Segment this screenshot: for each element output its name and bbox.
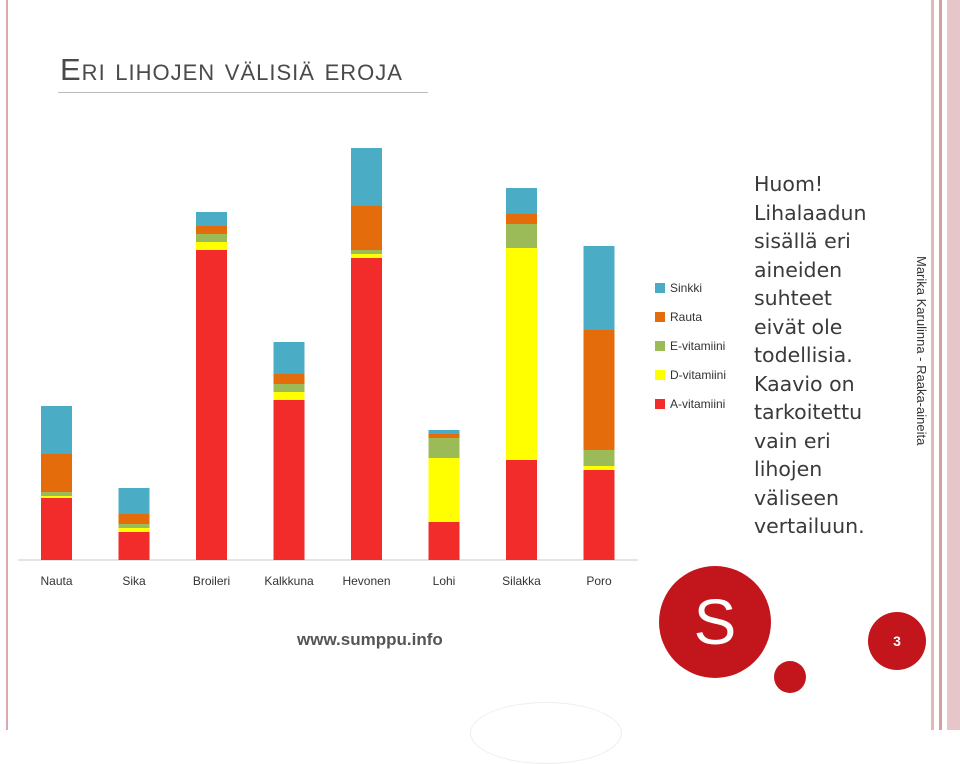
bar-segment-kalkkuna-d-vitamiini bbox=[273, 392, 305, 400]
note-line: väliseen bbox=[754, 485, 839, 510]
bar-segment-nauta-a-vitamiini bbox=[41, 498, 72, 560]
legend-label: E-vitamiini bbox=[670, 339, 725, 353]
legend-label: Rauta bbox=[670, 310, 702, 324]
logo-dot bbox=[774, 661, 806, 693]
x-tick-label: Poro bbox=[586, 574, 612, 588]
bar-segment-hevonen-d-vitamiini bbox=[351, 254, 382, 258]
note-line: Kaavio on bbox=[754, 371, 855, 396]
legend-label: Sinkki bbox=[670, 281, 702, 295]
bar-segment-broileri-d-vitamiini bbox=[196, 242, 227, 250]
bar-segment-hevonen-a-vitamiini bbox=[351, 258, 382, 560]
x-tick-label: Silakka bbox=[502, 574, 541, 588]
bar-segment-poro-e-vitamiini bbox=[583, 450, 615, 466]
bar-segment-silakka-sinkki bbox=[506, 188, 537, 214]
chart-legend: Sinkki Rauta E-vitamiini D-vitamiini A-vitam… bbox=[655, 281, 726, 411]
bar-segment-nauta-e-vitamiini bbox=[41, 492, 72, 496]
right-border-band bbox=[947, 0, 960, 730]
bar-segment-broileri-e-vitamiini bbox=[196, 234, 227, 242]
legend-label: D-vitamiini bbox=[670, 368, 726, 382]
note-line: Huom! bbox=[754, 172, 824, 196]
legend-swatch bbox=[655, 370, 665, 380]
bar-segment-kalkkuna-sinkki bbox=[273, 342, 305, 374]
bar-segment-nauta-sinkki bbox=[41, 406, 72, 454]
bar-segment-nauta-d-vitamiini bbox=[41, 496, 72, 498]
logo-letter: S bbox=[694, 586, 737, 658]
bar-segment-broileri-rauta bbox=[196, 226, 227, 234]
bar-segment-sika-d-vitamiini bbox=[118, 528, 150, 532]
stacked-bar-chart: Nauta Sika Broileri Kalkkuna Hevonen Lohi Sila… bbox=[18, 148, 726, 649]
bar-segment-broileri-sinkki bbox=[196, 212, 227, 226]
bar-segment-lohi-e-vitamiini bbox=[428, 438, 460, 458]
bar-segment-broileri-a-vitamiini bbox=[196, 250, 227, 560]
note-line: lihojen bbox=[754, 457, 823, 481]
x-tick-label: Lohi bbox=[433, 574, 456, 588]
note-line: suhteet bbox=[754, 286, 832, 310]
note-line: vain eri bbox=[754, 428, 831, 453]
note-line: sisällä eri bbox=[754, 229, 851, 253]
slide-title: Eri lihojen välisiä eroja bbox=[60, 52, 403, 87]
legend-swatch bbox=[655, 312, 665, 322]
x-tick-label: Hevonen bbox=[342, 574, 390, 588]
legend-swatch bbox=[655, 341, 665, 351]
bar-segment-silakka-rauta bbox=[506, 214, 537, 224]
bar-segment-poro-a-vitamiini bbox=[583, 470, 615, 560]
bar-segment-lohi-sinkki bbox=[428, 430, 460, 434]
legend-swatch bbox=[655, 399, 665, 409]
note-line: vertailuun. bbox=[754, 514, 865, 538]
right-border-band bbox=[931, 0, 934, 730]
bar-segment-sika-rauta bbox=[118, 514, 150, 524]
note-line: tarkoitettu bbox=[754, 400, 863, 424]
bar-segment-kalkkuna-a-vitamiini bbox=[273, 400, 305, 560]
logo-circle bbox=[659, 566, 771, 678]
bar-segment-silakka-d-vitamiini bbox=[506, 248, 537, 460]
bar-segment-hevonen-sinkki bbox=[351, 148, 382, 206]
bar-segment-poro-rauta bbox=[583, 330, 615, 450]
bar-segment-kalkkuna-rauta bbox=[273, 374, 305, 384]
bar-segment-lohi-d-vitamiini bbox=[428, 458, 460, 522]
note-line: aineiden bbox=[754, 257, 843, 282]
bar-segment-sika-e-vitamiini bbox=[118, 524, 150, 528]
x-tick-labels: Nauta Sika Broileri Kalkkuna Hevonen Lohi Sila… bbox=[40, 574, 612, 588]
x-tick-label: Kalkkuna bbox=[264, 574, 314, 588]
note-line: Lihalaadun bbox=[754, 200, 867, 225]
legend-swatch bbox=[655, 283, 665, 293]
bar-segment-hevonen-e-vitamiini bbox=[351, 250, 382, 254]
note-line: eivät ole bbox=[754, 314, 843, 339]
bar-segment-kalkkuna-e-vitamiini bbox=[273, 384, 305, 392]
bar-segment-poro-d-vitamiini bbox=[583, 466, 615, 470]
sumppu-logo: S bbox=[659, 566, 806, 693]
decorative-arc bbox=[470, 702, 622, 764]
bar-segment-poro-sinkki bbox=[583, 246, 615, 330]
bar-segment-lohi-rauta bbox=[428, 434, 460, 438]
chart-source-annotation: www.sumppu.info bbox=[296, 630, 443, 649]
bar-segment-sika-sinkki bbox=[118, 488, 150, 514]
bar-segment-nauta-rauta bbox=[41, 454, 72, 492]
bar-segment-lohi-a-vitamiini bbox=[428, 522, 460, 560]
x-tick-label: Sika bbox=[122, 574, 146, 588]
legend-label: A-vitamiini bbox=[670, 397, 725, 411]
page-number-badge: 3 bbox=[868, 612, 926, 670]
note-text: Huom! Lihalaadun sisällä eri aineiden suhtee… bbox=[754, 170, 894, 541]
right-border-band bbox=[939, 0, 942, 730]
x-tick-label: Nauta bbox=[40, 574, 72, 588]
bar-segment-hevonen-rauta bbox=[351, 206, 382, 250]
title-underline bbox=[58, 92, 428, 93]
x-tick-label: Broileri bbox=[193, 574, 230, 588]
bar-segment-silakka-a-vitamiini bbox=[506, 460, 537, 560]
bar-segment-silakka-e-vitamiini bbox=[506, 224, 537, 248]
author-side-text: Marika Karulinna - Raaka-aineita bbox=[914, 256, 929, 446]
note-line: todellisia. bbox=[754, 343, 853, 367]
bars-group bbox=[41, 148, 615, 560]
left-border-rule bbox=[6, 0, 8, 730]
bar-segment-sika-a-vitamiini bbox=[118, 532, 150, 560]
